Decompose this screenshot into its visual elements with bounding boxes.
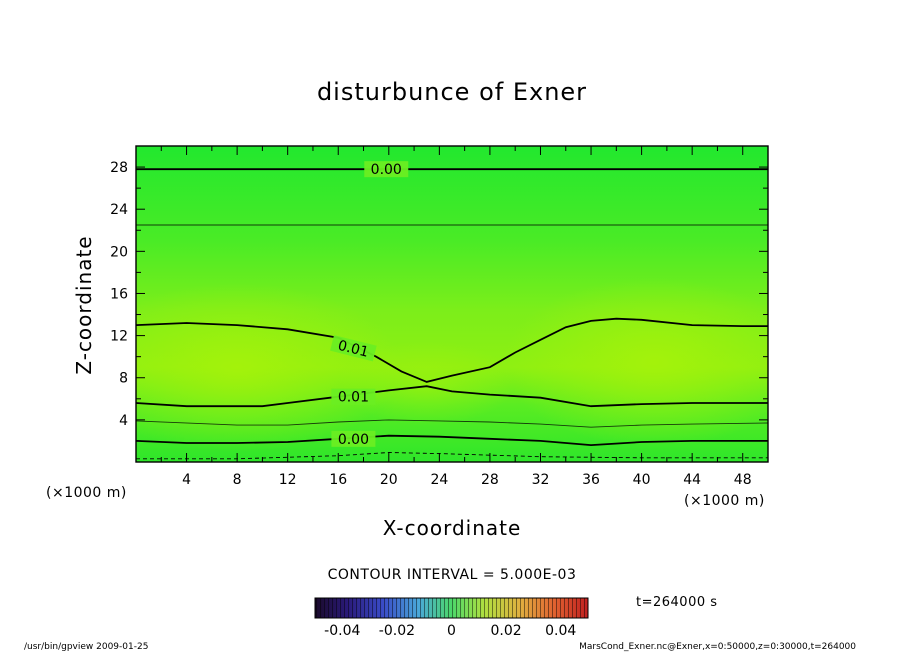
contour-interval: CONTOUR INTERVAL = 5.000E-03 xyxy=(327,567,577,583)
field-max-center xyxy=(338,340,516,426)
x-tick-label: 36 xyxy=(582,472,600,488)
color-field xyxy=(136,146,768,462)
x-tick-label: 32 xyxy=(532,472,550,488)
contour-label-bg-1 xyxy=(330,335,377,362)
x-tick-label: 8 xyxy=(233,472,242,488)
x-tick-label: 28 xyxy=(481,472,499,488)
contour-label-1: 0.01 xyxy=(336,338,370,361)
contour-label-bg-0 xyxy=(364,161,409,178)
x-axis-label: X-coordinate xyxy=(382,516,522,540)
colorbar-tick-label: -0.02 xyxy=(379,623,415,639)
y-axis-label: Z-coordinate xyxy=(72,235,96,375)
contour-line-4 xyxy=(136,419,768,428)
time-label: t=264000 s xyxy=(636,595,718,610)
contour-line-5 xyxy=(136,434,768,447)
y-tick-label: 20 xyxy=(110,244,128,260)
colorbar-tick-label: 0.02 xyxy=(491,623,522,639)
contour-label-0: 0.00 xyxy=(371,162,402,178)
y-tick-label: 16 xyxy=(110,286,128,302)
colorbar: -0.04 -0.02 0 0.02 0.04 xyxy=(314,597,589,639)
footer-left: /usr/bin/gpview 2009-01-25 xyxy=(24,642,149,652)
x-tick-label: 24 xyxy=(430,472,448,488)
contour-label-bg-3 xyxy=(331,430,376,447)
field-max-right xyxy=(502,277,768,447)
colorbar-steps xyxy=(315,598,588,618)
contour-label-3: 0.00 xyxy=(338,432,369,448)
x-unit-left: (×1000 m) xyxy=(46,485,127,501)
plot-border xyxy=(135,145,769,463)
y-tick-label: 12 xyxy=(110,329,128,345)
colorbar-tick-label: 0.04 xyxy=(545,623,576,639)
x-tick-label: 40 xyxy=(633,472,651,488)
colorbar-border xyxy=(314,597,589,619)
y-tick-label: 4 xyxy=(119,413,128,429)
contour-label-2: 0.01 xyxy=(338,390,369,406)
x-unit-right: (×1000 m) xyxy=(684,493,765,509)
contour-lines: 0.00 0.01 0.01 0.00 xyxy=(136,161,768,460)
y-tick-label: 28 xyxy=(110,160,128,176)
y-tick-label: 8 xyxy=(119,371,128,387)
y-tick-label: 24 xyxy=(110,202,128,218)
footer-right: MarsCond_Exner.nc@Exner,x=0:50000,z=0:30… xyxy=(579,642,856,652)
x-tick-label: 4 xyxy=(182,472,191,488)
x-tick-label: 48 xyxy=(734,472,752,488)
field-max-left xyxy=(136,282,402,452)
x-tick-label: 16 xyxy=(329,472,347,488)
chart-title: disturbunce of Exner xyxy=(316,78,588,106)
colorbar-tick-label: 0 xyxy=(447,623,456,639)
contour-line-3 xyxy=(136,385,768,408)
x-tick-label: 20 xyxy=(380,472,398,488)
colorbar-tick-label: -0.04 xyxy=(324,623,360,639)
contour-line-2 xyxy=(136,317,768,383)
contour-label-bg-2 xyxy=(331,388,376,405)
x-tick-label: 12 xyxy=(279,472,297,488)
x-tick-label: 44 xyxy=(683,472,701,488)
